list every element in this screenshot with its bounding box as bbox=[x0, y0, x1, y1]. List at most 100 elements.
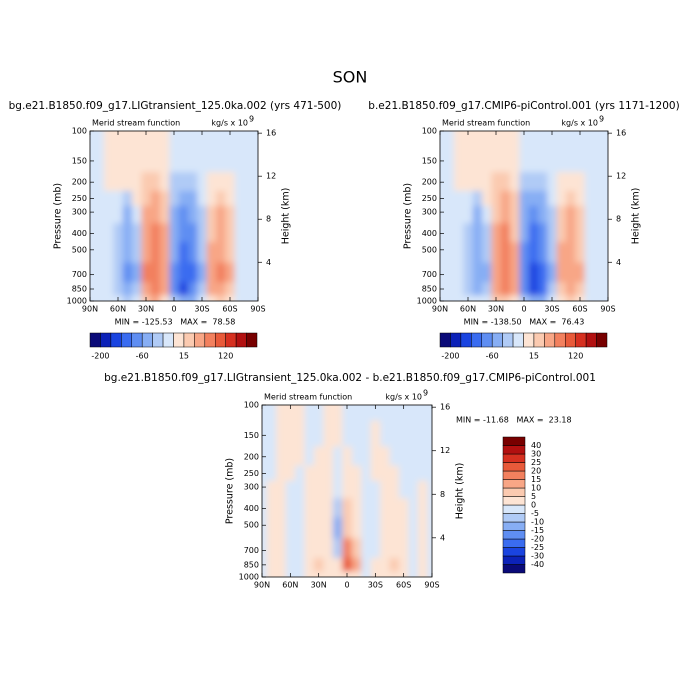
colorbar-label: 0 bbox=[531, 501, 536, 510]
contour-cell bbox=[206, 171, 217, 191]
y-tick-label: 850 bbox=[72, 285, 87, 294]
contour-cell bbox=[113, 222, 124, 243]
contour-cell bbox=[510, 281, 520, 296]
y2-tick-label: 16 bbox=[440, 403, 450, 412]
colorbar-box bbox=[502, 462, 526, 472]
colorbar-box bbox=[523, 332, 535, 348]
contour-field bbox=[262, 405, 432, 577]
contour-cell bbox=[519, 131, 530, 147]
contour-cell bbox=[234, 145, 245, 173]
contour-cell bbox=[295, 446, 305, 466]
contour-cell bbox=[188, 262, 198, 283]
contour-cell bbox=[500, 295, 511, 301]
contour-cell bbox=[472, 131, 483, 147]
y-tick-label: 400 bbox=[244, 504, 259, 513]
contour-cell bbox=[122, 262, 133, 283]
contour-cell bbox=[266, 516, 277, 539]
contour-cell bbox=[262, 420, 268, 447]
contour-cell bbox=[104, 205, 114, 224]
left-label: Merid stream function bbox=[442, 119, 530, 128]
contour-cell bbox=[266, 405, 277, 421]
contour-cell bbox=[206, 281, 217, 296]
contour-cell bbox=[234, 241, 245, 263]
contour-cell bbox=[389, 465, 400, 481]
contour-cell bbox=[234, 262, 245, 283]
contour-cell bbox=[398, 497, 409, 518]
y-tick-label: 150 bbox=[244, 431, 259, 440]
contour-cell bbox=[361, 557, 372, 572]
y-tick-label: 200 bbox=[422, 178, 437, 187]
colorbar-label: 120 bbox=[218, 352, 233, 361]
contour-cell bbox=[472, 241, 483, 263]
contour-cell bbox=[417, 420, 428, 447]
contour-cell bbox=[510, 190, 520, 206]
contour-cell bbox=[444, 131, 455, 147]
contour-cell bbox=[500, 190, 511, 206]
contour-cell bbox=[519, 241, 530, 263]
contour-cell bbox=[417, 446, 428, 466]
contour-cell bbox=[90, 222, 96, 243]
contour-cell bbox=[178, 222, 189, 243]
contour-cell bbox=[141, 262, 152, 283]
colorbar-box bbox=[141, 332, 153, 348]
contour-cell bbox=[389, 497, 400, 518]
contour-cell bbox=[94, 131, 105, 147]
colorbar-label: -30 bbox=[531, 552, 544, 561]
contour-cell bbox=[351, 516, 362, 539]
contour-cell bbox=[122, 171, 133, 191]
x-tick-label: 60N bbox=[282, 581, 298, 590]
contour-cell bbox=[150, 241, 161, 263]
contour-cell bbox=[178, 131, 189, 147]
contour-cell bbox=[427, 480, 432, 499]
y2-tick-label: 12 bbox=[440, 446, 450, 455]
contour-cell bbox=[169, 145, 180, 173]
y-tick-label: 100 bbox=[244, 401, 259, 410]
contour-cell bbox=[285, 497, 296, 518]
contour-cell bbox=[417, 405, 428, 421]
contour-cell bbox=[510, 171, 520, 191]
contour-cell bbox=[482, 222, 492, 243]
contour-cell bbox=[482, 190, 492, 206]
contour-cell bbox=[113, 145, 124, 173]
contour-cell bbox=[491, 205, 502, 224]
contour-cell bbox=[206, 190, 217, 206]
contour-cell bbox=[313, 480, 324, 499]
y-tick-label: 400 bbox=[422, 229, 437, 238]
contour-cell bbox=[472, 295, 483, 301]
colorbar-box bbox=[439, 332, 451, 348]
colorbar-box bbox=[204, 332, 216, 348]
colorbar-box bbox=[225, 332, 237, 348]
contour-cell bbox=[113, 262, 124, 283]
contour-cell bbox=[313, 497, 324, 518]
contour-cell bbox=[276, 420, 287, 447]
contour-cell bbox=[427, 465, 432, 481]
contour-cell bbox=[244, 145, 254, 173]
contour-cell bbox=[556, 241, 567, 263]
contour-cell bbox=[491, 222, 502, 243]
contour-cell bbox=[122, 295, 133, 301]
contour-cell bbox=[575, 131, 586, 147]
contour-cell bbox=[225, 145, 236, 173]
contour-cell bbox=[361, 465, 372, 481]
contour-cell bbox=[454, 281, 464, 296]
colorbar-box bbox=[502, 547, 526, 557]
colorbar-box bbox=[575, 332, 587, 348]
contour-cell bbox=[169, 131, 180, 147]
contour-cell bbox=[253, 222, 258, 243]
contour-cell bbox=[528, 262, 539, 283]
contour-cell bbox=[351, 420, 362, 447]
contour-cell bbox=[178, 241, 189, 263]
contour-cell bbox=[361, 537, 372, 559]
contour-cell bbox=[313, 465, 324, 481]
contour-cell bbox=[94, 190, 105, 206]
contour-cell bbox=[160, 131, 170, 147]
contour-cell bbox=[398, 557, 409, 572]
contour-cell bbox=[206, 241, 217, 263]
contour-cell bbox=[188, 205, 198, 224]
contour-cell bbox=[169, 241, 180, 263]
x-tick-label: 0 bbox=[344, 581, 349, 590]
colorbar-label: 20 bbox=[531, 467, 541, 476]
colorbar-box bbox=[565, 332, 576, 348]
units-exponent: 9 bbox=[599, 115, 604, 124]
